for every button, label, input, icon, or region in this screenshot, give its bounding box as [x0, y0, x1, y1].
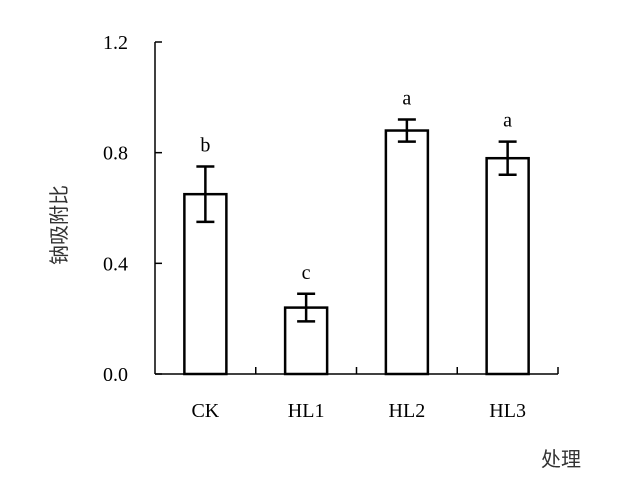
- error-bar-hl1: [297, 292, 316, 323]
- bar-ck: [183, 192, 228, 376]
- significance-label-hl2: a: [402, 87, 411, 109]
- x-axis-title: 处理: [541, 447, 581, 471]
- x-tick-label-ck: CK: [191, 400, 219, 422]
- significance-label-hl1: c: [302, 262, 311, 284]
- y-tick-label: 1.2: [103, 32, 128, 54]
- x-tick-label-hl2: HL2: [389, 400, 426, 422]
- significance-label-hl3: a: [503, 110, 512, 132]
- bars: b c a a: [183, 87, 530, 376]
- error-bar-hl3: [498, 140, 517, 177]
- y-tick-label: 0.0: [103, 364, 128, 386]
- y-tick-label: 0.8: [103, 143, 128, 165]
- error-bar-ck: [196, 165, 215, 224]
- x-tick-label-hl3: HL3: [489, 400, 526, 422]
- bar-hl2: [384, 129, 430, 376]
- error-bar-hl2: [397, 118, 416, 143]
- bar-hl1: [283, 306, 329, 376]
- bar-hl3: [485, 156, 530, 376]
- significance-label-ck: b: [200, 135, 210, 157]
- axes: 0.0 0.4 0.8 1.2 CK HL1 HL2 HL3: [103, 32, 559, 422]
- y-tick-label: 0.4: [103, 253, 128, 275]
- x-tick-label-hl1: HL1: [288, 400, 325, 422]
- y-axis-title: 钠吸附比: [47, 185, 71, 265]
